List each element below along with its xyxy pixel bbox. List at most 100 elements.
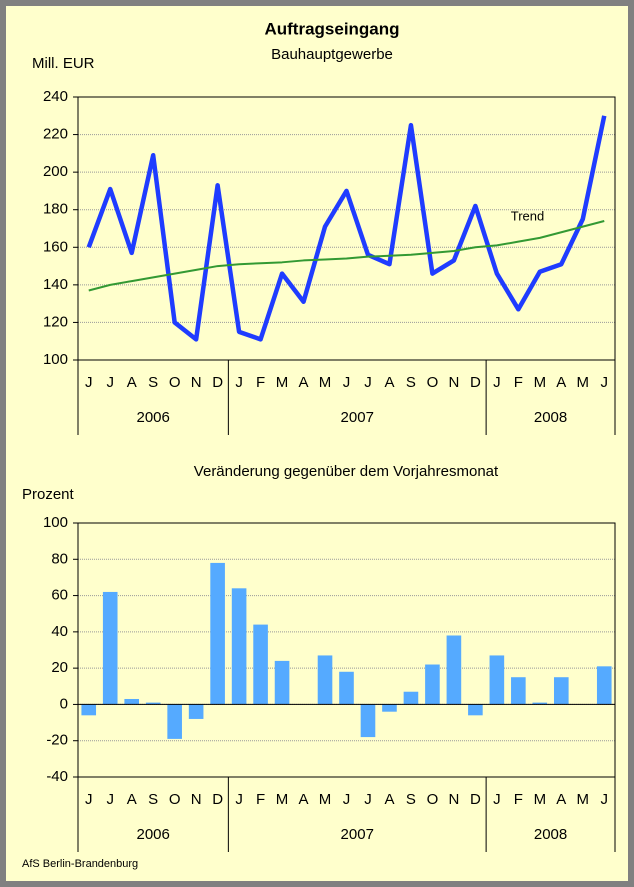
x-tick-label: J	[343, 791, 351, 808]
bar	[145, 702, 161, 705]
group-label: 2006	[136, 409, 169, 426]
bar	[468, 704, 483, 716]
y-tick-label: 120	[43, 313, 68, 330]
bar	[124, 698, 140, 705]
y-tick-label: 220	[43, 126, 68, 143]
x-tick-label: J	[106, 791, 114, 808]
group-label: 2007	[341, 826, 374, 843]
x-tick-label: J	[493, 374, 501, 391]
x-tick-label: J	[364, 374, 372, 391]
x-tick-label: A	[127, 791, 137, 808]
x-tick-label: D	[212, 374, 223, 391]
x-tick-label: J	[235, 791, 243, 808]
bar	[553, 677, 569, 705]
bar	[511, 677, 526, 705]
x-tick-label: D	[212, 791, 223, 808]
y-tick-label: 0	[60, 695, 68, 712]
bar	[102, 591, 118, 705]
y-tick-label: 80	[51, 550, 68, 567]
x-tick-label: F	[256, 791, 265, 808]
bar	[532, 702, 548, 705]
y-axis-label: Mill. EUR	[32, 55, 95, 72]
x-tick-label: S	[406, 791, 416, 808]
x-tick-label: O	[427, 791, 439, 808]
x-tick-label: A	[384, 374, 394, 391]
y-tick-label: 160	[43, 238, 68, 255]
bar	[360, 704, 376, 738]
x-tick-label: D	[470, 791, 481, 808]
x-tick-label: M	[534, 791, 547, 808]
bar	[167, 704, 182, 739]
x-tick-label: A	[299, 374, 309, 391]
x-tick-label: N	[191, 791, 202, 808]
y-tick-label: 20	[51, 659, 68, 676]
x-tick-label: N	[448, 791, 459, 808]
line	[88, 220, 605, 292]
x-tick-label: J	[106, 374, 114, 391]
source: AfS Berlin-Brandenburg	[22, 858, 138, 870]
x-tick-label: F	[514, 374, 523, 391]
x-tick-label: A	[299, 791, 309, 808]
bar	[188, 704, 204, 719]
y-tick-label: 100	[43, 351, 68, 368]
group-label: 2008	[534, 826, 567, 843]
chart-title: Veränderung gegenüber dem Vorjahresmonat	[194, 463, 499, 480]
x-tick-label: A	[384, 791, 394, 808]
plot-frame	[77, 522, 616, 778]
x-tick-label: J	[493, 791, 501, 808]
x-tick-label: A	[556, 374, 566, 391]
x-tick-label: J	[85, 791, 93, 808]
y-tick-label: 60	[51, 587, 68, 604]
bar	[596, 666, 612, 705]
bar	[446, 635, 462, 705]
bar	[274, 660, 290, 705]
x-tick-label: J	[343, 374, 351, 391]
bar	[81, 704, 97, 716]
chart-subtitle: Bauhauptgewerbe	[271, 46, 393, 63]
y-tick-label: 180	[43, 201, 68, 218]
x-tick-label: S	[406, 374, 416, 391]
y-tick-label: 240	[43, 88, 68, 105]
bar	[210, 562, 225, 705]
line	[86, 115, 607, 342]
y-axis-label: Prozent	[22, 486, 75, 503]
y-tick-label: -20	[46, 732, 68, 749]
series-label: Trend	[511, 208, 544, 223]
bar	[489, 655, 505, 705]
x-tick-label: J	[601, 374, 609, 391]
x-tick-label: F	[256, 374, 265, 391]
x-tick-label: A	[127, 374, 137, 391]
x-tick-label: M	[276, 374, 289, 391]
x-tick-label: O	[169, 791, 181, 808]
group-label: 2007	[341, 409, 374, 426]
x-tick-label: D	[470, 374, 481, 391]
bar	[339, 671, 354, 705]
x-tick-label: N	[191, 374, 202, 391]
x-tick-label: O	[427, 374, 439, 391]
group-label: 2008	[534, 409, 567, 426]
x-tick-label: J	[85, 374, 93, 391]
bar	[425, 664, 440, 705]
x-tick-label: S	[148, 791, 158, 808]
x-tick-label: J	[601, 791, 609, 808]
x-tick-label: A	[556, 791, 566, 808]
chart-title: Auftragseingang	[264, 19, 399, 38]
y-tick-label: 100	[43, 514, 68, 531]
x-tick-label: N	[448, 374, 459, 391]
x-tick-label: M	[276, 791, 289, 808]
x-tick-label: J	[364, 791, 372, 808]
group-label: 2006	[136, 826, 169, 843]
x-tick-label: S	[148, 374, 158, 391]
y-tick-label: -40	[46, 768, 68, 785]
x-tick-label: M	[577, 791, 590, 808]
x-tick-label: M	[534, 374, 547, 391]
x-tick-label: M	[577, 374, 590, 391]
bar	[253, 624, 268, 705]
x-tick-label: F	[514, 791, 523, 808]
bar	[382, 704, 397, 712]
plot-frame	[77, 96, 616, 361]
x-tick-label: J	[235, 374, 243, 391]
